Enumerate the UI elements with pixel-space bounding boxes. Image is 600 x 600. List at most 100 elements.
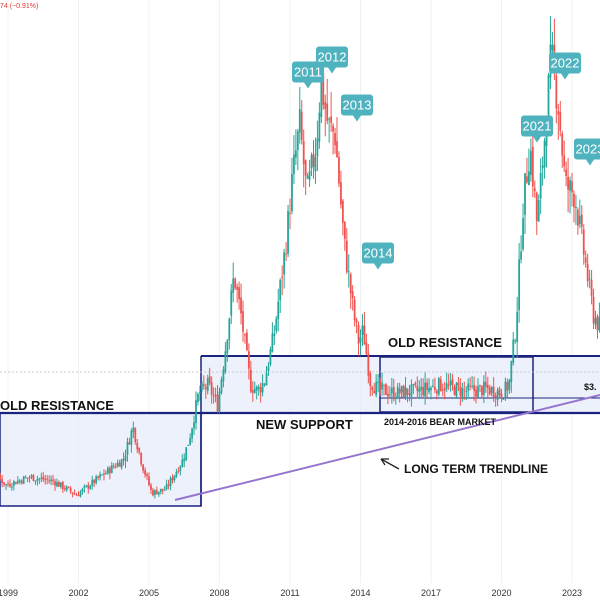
candle-body: [355, 319, 358, 323]
candle-body: [179, 466, 182, 471]
candle-body: [512, 339, 515, 364]
bear-market-label: 2014-2016 BEAR MARKET: [384, 417, 497, 427]
candle-body: [312, 153, 315, 167]
candle-body: [101, 474, 103, 476]
candle-body: [359, 337, 362, 343]
candle-body: [367, 353, 370, 376]
candle-body: [598, 317, 600, 331]
candle-body: [81, 488, 84, 492]
candle-body: [482, 381, 485, 395]
candle-body: [390, 387, 393, 394]
candle-body: [306, 175, 309, 179]
candle-body: [144, 469, 146, 475]
candle-body: [410, 384, 413, 397]
candle-body: [330, 116, 333, 123]
candle-body: [304, 160, 307, 176]
candle-body: [422, 386, 425, 396]
candle-body: [400, 386, 403, 393]
old-resistance-zone-left: [0, 412, 202, 507]
candle-body: [150, 485, 152, 490]
candle-body: [122, 458, 125, 460]
candle-body: [175, 472, 178, 477]
candle-body: [36, 478, 39, 481]
candle-body: [520, 251, 522, 260]
candle-body: [402, 385, 405, 398]
candle-body: [199, 391, 201, 393]
candle-body: [502, 398, 505, 400]
candle-body: [569, 180, 571, 191]
candle-body: [61, 482, 64, 490]
year-tag-label: 2023: [576, 142, 600, 157]
candle-body: [578, 215, 581, 225]
candle-body: [50, 479, 52, 482]
candle-body: [114, 466, 117, 468]
candle-body: [494, 395, 497, 399]
candle-body: [575, 206, 577, 208]
candle-body: [216, 394, 219, 412]
candle-body: [83, 486, 86, 489]
candle-body: [373, 390, 376, 394]
candle-body: [259, 387, 262, 393]
candle-body: [126, 441, 129, 455]
candle-body: [240, 297, 242, 314]
candle-body: [116, 462, 119, 467]
candle-body: [148, 476, 150, 486]
candle-body: [522, 218, 524, 250]
candle-body: [412, 384, 415, 386]
candle-body: [244, 334, 246, 336]
candle-body: [341, 200, 344, 223]
candle-body: [343, 221, 346, 239]
candle-body: [430, 387, 432, 391]
candle-body: [328, 118, 331, 120]
candle-body: [543, 140, 546, 168]
x-tick-label: 2002: [68, 588, 88, 598]
candle-body: [316, 138, 319, 157]
candle-body: [588, 278, 591, 280]
candle-body: [594, 318, 597, 325]
old-resistance-right-label: OLD RESISTANCE: [388, 335, 502, 350]
year-tag-pointer: [304, 82, 312, 89]
candle-body: [110, 465, 113, 474]
price-label: $3.: [584, 382, 597, 392]
x-tick-label: 1999: [0, 588, 18, 598]
candle-body: [510, 361, 513, 383]
candle-body: [220, 379, 223, 393]
candle-body: [14, 482, 17, 485]
candle-body: [69, 488, 72, 492]
candle-body: [586, 263, 589, 282]
candle-body: [545, 133, 548, 146]
candle-body: [79, 491, 82, 497]
candle-body: [406, 388, 409, 395]
candle-body: [253, 389, 256, 393]
candle-body: [351, 291, 354, 298]
year-tag-pointer: [374, 263, 382, 270]
candle-body: [159, 488, 162, 493]
candle-body: [559, 111, 562, 131]
candle-body: [565, 169, 568, 176]
candle-body: [481, 386, 483, 396]
candle-body: [371, 387, 374, 391]
candle-body: [255, 386, 258, 391]
x-tick-label: 2008: [209, 588, 229, 598]
candle-body: [528, 171, 530, 186]
candle-body: [557, 111, 560, 115]
candle-body: [345, 240, 348, 272]
candle-body: [189, 438, 192, 445]
year-tag-label: 2013: [343, 98, 372, 113]
candle-body: [200, 383, 203, 391]
candle-body: [418, 388, 421, 392]
year-tag-label: 2022: [551, 56, 580, 71]
candle-body: [465, 391, 468, 393]
candle-body: [580, 214, 583, 227]
candle-body: [596, 316, 599, 331]
candle-body: [488, 387, 491, 395]
candle-body: [416, 385, 419, 391]
candle-body: [226, 340, 229, 354]
candle-body: [261, 382, 264, 393]
candle-body: [375, 381, 378, 396]
candle-body: [443, 388, 446, 391]
candle-body: [369, 373, 372, 386]
candle-body: [551, 44, 554, 51]
candle-body: [490, 387, 493, 393]
